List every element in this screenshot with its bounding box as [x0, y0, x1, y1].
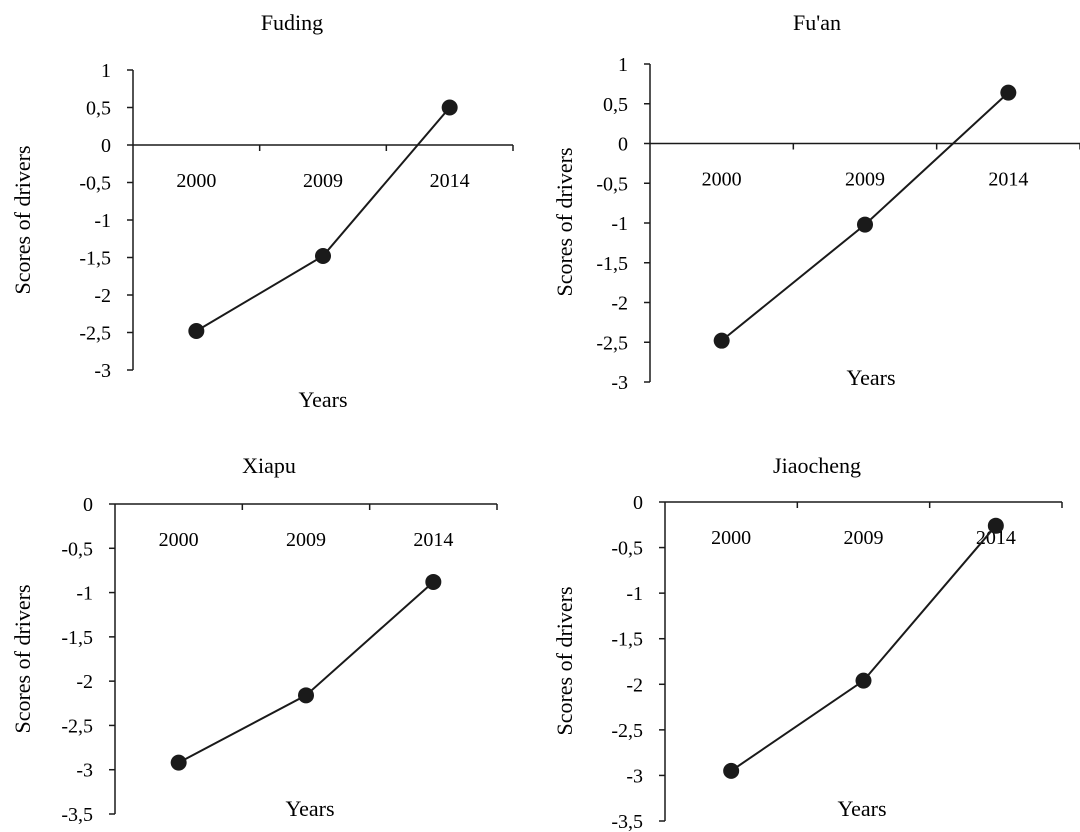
y-tick-label: -1: [94, 210, 111, 232]
chart-fuan: Fu'an 1 0,5 0 -0,5 -1 -1,5 -2 -2,5 -3 2000 2009 2014…: [552, 10, 1080, 394]
x-axis-label: Years: [298, 387, 347, 412]
y-tick-label: -1: [611, 213, 628, 235]
x-tick-label: 2000: [702, 169, 742, 191]
y-tick-label: -2,5: [61, 715, 93, 737]
x-axis-label: Years: [846, 365, 895, 390]
y-tick-label: -3: [626, 765, 643, 787]
chart-xiapu: Xiapu 0 -0,5 -1 -1,5 -2 -2,5 -3 -3,5 2000 2009 2014…: [10, 453, 498, 826]
y-axis-label: Scores of drivers: [552, 586, 577, 735]
y-tick-label: -2: [611, 293, 628, 315]
y-tick-label: 0: [633, 492, 643, 514]
chart-title: Xiapu: [242, 453, 296, 478]
x-axis-label: Years: [837, 796, 886, 821]
y-tick-label: 0: [83, 494, 93, 516]
data-point: [425, 573, 442, 590]
x-tick-label: 2009: [845, 169, 885, 191]
y-tick-label: -1: [76, 583, 93, 605]
chart-jiaocheng: Jiaocheng 0 -0,5 -1 -1,5 -2 -2,5 -3 -3,5 2000 2009…: [552, 453, 1063, 832]
y-tick-label: -2,5: [596, 332, 628, 354]
chart-title: Jiaocheng: [773, 453, 861, 478]
data-point: [857, 216, 873, 233]
data-point: [855, 672, 872, 689]
chart-title: Fuding: [261, 10, 323, 35]
x-tick-label: 2000: [176, 170, 216, 192]
y-axis-label: Scores of drivers: [10, 145, 35, 294]
y-axis-label: Scores of drivers: [10, 584, 35, 733]
x-tick-label: 2014: [413, 529, 453, 551]
x-tick-label: 2000: [711, 527, 751, 549]
y-tick-label: -1: [626, 583, 643, 605]
chart-fuding: Fuding 1 0,5 0 -0,5 -1 -1,5 -2 -2,5 -3 2000 2009 201…: [10, 10, 514, 412]
y-tick-label: -2,5: [79, 323, 111, 345]
y-tick-label: -3,5: [611, 811, 643, 832]
y-tick-label: -1,5: [61, 627, 93, 649]
series-line: [730, 525, 997, 772]
y-tick-label: -0,5: [596, 173, 628, 195]
chart-title: Fu'an: [793, 10, 841, 35]
y-tick-label: -2: [76, 671, 93, 693]
y-tick-label: 1: [101, 60, 111, 82]
y-axis-label: Scores of drivers: [552, 147, 577, 296]
x-tick-label: 2014: [430, 170, 470, 192]
x-axis-label: Years: [285, 796, 334, 821]
y-tick-label: -3: [611, 372, 628, 394]
data-point: [1000, 84, 1017, 101]
y-tick-label: -2: [94, 285, 111, 307]
data-point: [441, 99, 458, 116]
x-tick-label: 2014: [988, 169, 1028, 191]
y-tick-label: -3: [76, 760, 93, 782]
x-tick-label: 2009: [303, 170, 343, 192]
data-point: [723, 762, 740, 779]
y-tick-label: -2: [626, 674, 643, 696]
x-tick-label: 2009: [286, 529, 326, 551]
y-tick-label: 0: [101, 135, 111, 157]
x-tick-label: 2000: [159, 529, 199, 551]
y-tick-label: -0,5: [79, 173, 111, 195]
series-line: [178, 581, 434, 764]
y-tick-label: 0,5: [603, 94, 628, 116]
data-point: [298, 687, 314, 704]
data-point: [713, 332, 730, 349]
x-tick-label: 2014: [976, 527, 1016, 549]
y-tick-label: -3,5: [61, 804, 93, 826]
y-tick-label: -0,5: [61, 538, 93, 560]
y-tick-label: -1,5: [596, 253, 628, 275]
data-point: [188, 323, 205, 339]
y-tick-label: 0,5: [86, 98, 111, 120]
data-point: [315, 248, 331, 264]
y-tick-label: -1,5: [79, 248, 111, 270]
y-tick-label: 0: [618, 134, 628, 156]
y-tick-label: -1,5: [611, 629, 643, 651]
y-tick-label: 1: [618, 54, 628, 76]
data-point: [987, 517, 1004, 534]
y-tick-label: -0,5: [611, 538, 643, 560]
y-tick-label: -3: [94, 360, 111, 382]
y-tick-label: -2,5: [611, 720, 643, 742]
data-point: [170, 754, 187, 771]
x-tick-label: 2009: [844, 527, 884, 549]
series-line: [195, 106, 451, 332]
